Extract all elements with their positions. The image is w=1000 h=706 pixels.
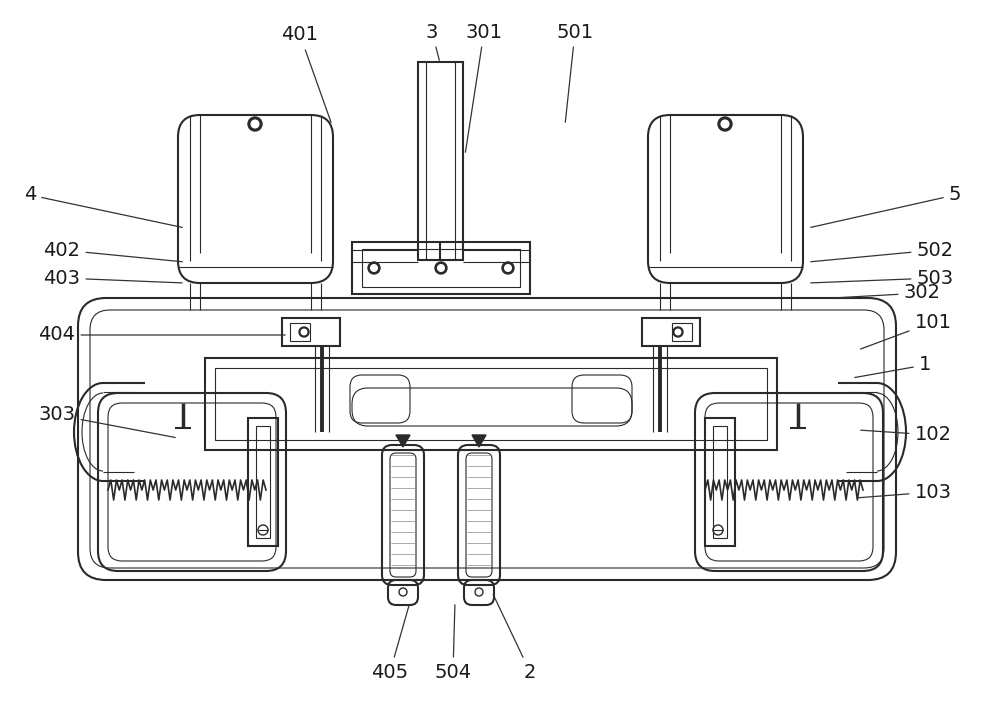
Text: 401: 401 — [282, 25, 331, 122]
Circle shape — [438, 265, 444, 271]
Circle shape — [502, 262, 514, 274]
Bar — [642, 318, 700, 346]
Bar — [672, 323, 692, 341]
Text: 503: 503 — [811, 268, 954, 287]
Polygon shape — [472, 435, 486, 447]
Circle shape — [505, 265, 511, 271]
Circle shape — [251, 120, 259, 128]
Bar — [256, 426, 270, 538]
Bar — [290, 323, 310, 341]
Text: 3: 3 — [426, 23, 439, 60]
Text: 4: 4 — [24, 186, 182, 227]
Polygon shape — [396, 435, 410, 447]
Text: 404: 404 — [38, 325, 285, 345]
Circle shape — [718, 117, 732, 131]
Text: 1: 1 — [855, 356, 931, 378]
Circle shape — [301, 329, 307, 335]
Bar — [705, 418, 735, 546]
Circle shape — [371, 265, 377, 271]
Text: 502: 502 — [811, 241, 954, 262]
Text: 103: 103 — [858, 482, 952, 501]
Bar — [282, 318, 340, 346]
Text: 303: 303 — [38, 405, 175, 438]
Text: 301: 301 — [465, 23, 503, 152]
Circle shape — [673, 327, 683, 337]
Text: 405: 405 — [371, 604, 409, 681]
Text: 101: 101 — [861, 313, 952, 349]
Circle shape — [248, 117, 262, 131]
Circle shape — [721, 120, 729, 128]
Text: 403: 403 — [44, 268, 182, 287]
Bar — [713, 426, 727, 538]
Text: 501: 501 — [556, 23, 594, 122]
Text: 2: 2 — [493, 594, 536, 681]
Text: 504: 504 — [434, 605, 472, 681]
Text: 302: 302 — [835, 284, 940, 302]
Circle shape — [299, 327, 309, 337]
Bar — [352, 242, 530, 294]
Bar — [418, 62, 463, 260]
Bar — [248, 418, 278, 546]
Bar — [362, 249, 520, 287]
Bar — [215, 368, 767, 440]
Text: 402: 402 — [44, 241, 182, 262]
Bar — [205, 358, 777, 450]
Text: 102: 102 — [861, 426, 952, 445]
Circle shape — [368, 262, 380, 274]
Text: 5: 5 — [811, 186, 961, 227]
Circle shape — [435, 262, 447, 274]
Circle shape — [675, 329, 681, 335]
